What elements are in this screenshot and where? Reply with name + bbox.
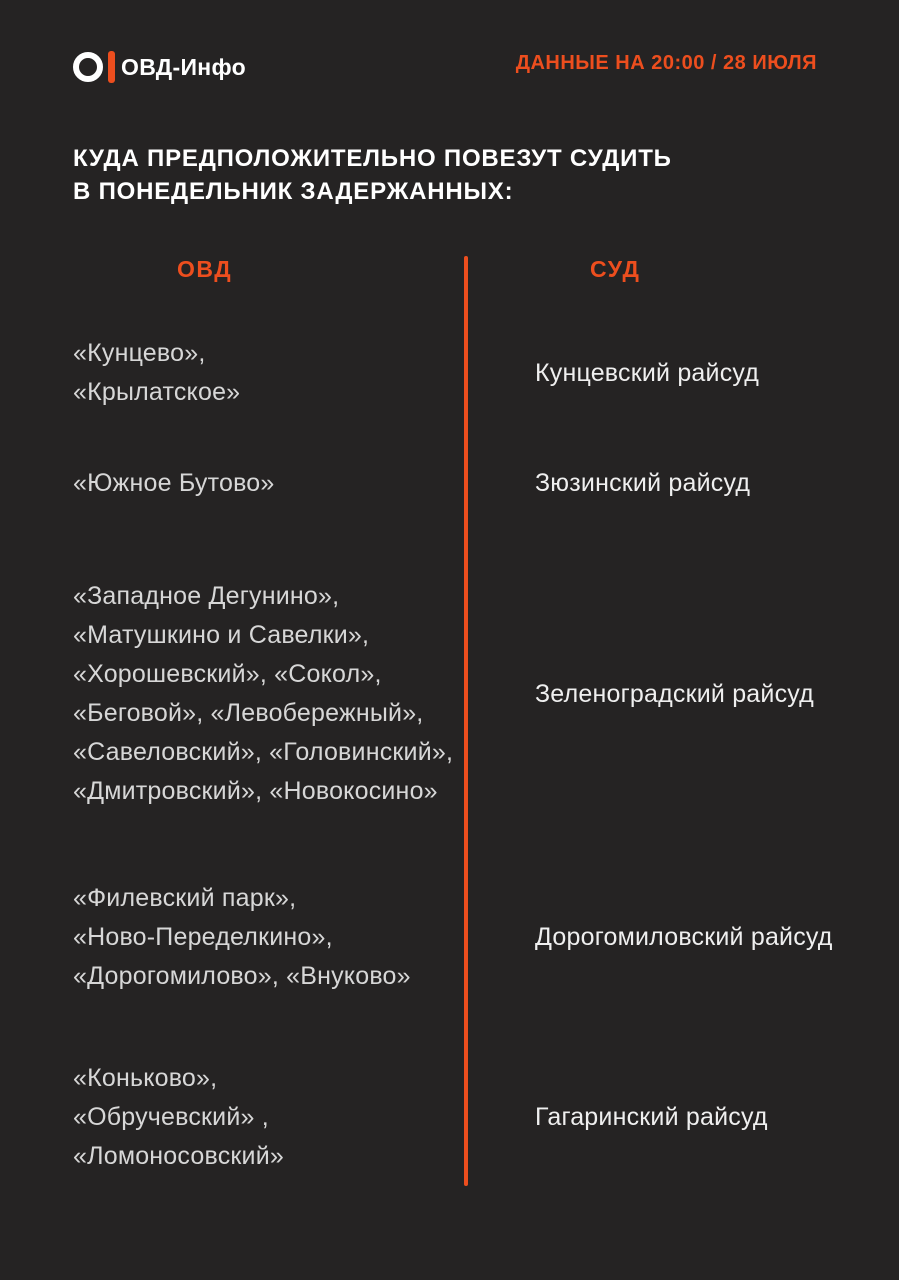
court-cell: Дорогомиловский райсуд <box>535 923 833 951</box>
ovd-line: «Коньково», <box>73 1064 218 1092</box>
table-row: «Коньково», «Обручевский» , «Ломоносовск… <box>60 1059 845 1176</box>
ovd-line: «Западное Дегунино», <box>73 582 340 610</box>
column-header-sud: СУД <box>590 256 641 282</box>
logo-bar-icon <box>108 51 115 83</box>
table-row: «Кунцево», «Крылатское» Кунцевский райсу… <box>60 334 845 412</box>
ovd-line: «Филевский парк», <box>73 884 297 912</box>
table-row: «Южное Бутово» Зюзинский райсуд <box>60 464 845 503</box>
data-timestamp-label: ДАННЫЕ НА 20:00 / 28 ИЮЛЯ <box>515 51 817 74</box>
header-cell-ovd: ОВД <box>60 254 466 288</box>
ovd-line: «Хорошевский», «Сокол», <box>73 660 382 688</box>
ovd-info-logo: ОВД-Инфо <box>73 51 246 83</box>
ovd-line: «Обручевский» , <box>73 1103 269 1131</box>
ovd-cell: «Западное Дегунино», «Матушкино и Савелк… <box>60 577 466 811</box>
table-row: «Филевский парк», «Ново-Переделкино», «Д… <box>60 879 845 996</box>
top-bar: ОВД-Инфо ДАННЫЕ НА 20:00 / 28 ИЮЛЯ <box>73 50 817 84</box>
ovd-court-table: ОВД СУД «Кунцево», «Крылатское» Кунцевск… <box>60 254 845 1186</box>
ovd-line: «Крылатское» <box>73 378 241 406</box>
ovd-line: «Южное Бутово» <box>73 469 275 497</box>
header-cell-sud: СУД <box>466 254 845 288</box>
ovd-cell: «Южное Бутово» <box>60 464 466 503</box>
column-header-ovd: ОВД <box>177 256 233 282</box>
court-cell: Кунцевский райсуд <box>535 358 760 387</box>
logo-circle-icon <box>73 52 103 82</box>
ovd-line: «Дорогомилово», «Внуково» <box>73 962 411 990</box>
ovd-cell: «Филевский парк», «Ново-Переделкино», «Д… <box>60 879 466 996</box>
ovd-line: «Савеловский», «Головинский», <box>73 738 454 766</box>
ovd-line: «Матушкино и Савелки», <box>73 621 370 649</box>
ovd-cell: «Кунцево», «Крылатское» <box>60 334 466 412</box>
ovd-line: «Ломоносовский» <box>73 1142 284 1170</box>
ovd-cell: «Коньково», «Обручевский» , «Ломоносовск… <box>60 1059 466 1176</box>
ovd-line: «Дмитровский», «Новокосино» <box>73 777 438 805</box>
ovd-line: «Беговой», «Левобережный», <box>73 699 424 727</box>
court-cell: Гагаринский райсуд <box>535 1103 768 1131</box>
ovd-line: «Кунцево», <box>73 339 206 367</box>
ovd-line: «Ново-Переделкино», <box>73 923 333 951</box>
court-cell: Зеленоградский райсуд <box>535 679 814 708</box>
logo-text: ОВД-Инфо <box>121 53 246 80</box>
table-row: «Западное Дегунино», «Матушкино и Савелк… <box>60 577 845 811</box>
court-cell: Зюзинский райсуд <box>535 469 751 497</box>
table-header-row: ОВД СУД <box>60 254 845 288</box>
column-divider <box>464 256 468 1186</box>
page-title: КУДА ПРЕДПОЛОЖИТЕЛЬНО ПОВЕЗУТ СУДИТЬ В П… <box>73 145 672 205</box>
